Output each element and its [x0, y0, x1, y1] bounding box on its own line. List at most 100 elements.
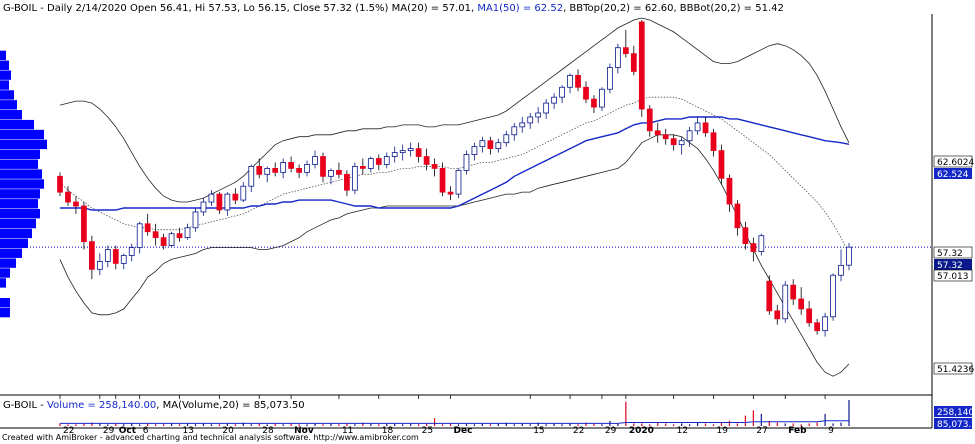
profile-bar-0 — [0, 50, 6, 61]
x-tick-label-1: 29 — [103, 426, 115, 436]
candle-34 — [328, 168, 334, 185]
candle-body — [822, 316, 828, 332]
candle-body — [814, 322, 820, 332]
candle-body — [367, 158, 374, 169]
profile-bar-4 — [0, 90, 14, 100]
profile-bar-25 — [0, 307, 10, 318]
volume-header-prefix: G-BOIL - — [3, 400, 47, 411]
candle-25 — [256, 158, 263, 179]
candle-body — [439, 168, 446, 193]
profile-bar-14 — [0, 189, 40, 199]
candle-body — [73, 201, 79, 207]
candle-42 — [391, 146, 398, 163]
candle-body — [798, 298, 805, 310]
candle-63 — [559, 85, 565, 104]
candle-69 — [607, 63, 613, 94]
volume-bars — [59, 400, 850, 426]
ma50-line — [60, 116, 850, 211]
candle-26 — [264, 166, 271, 183]
candle-13 — [160, 233, 167, 250]
price-header: G-BOIL - Daily 2/14/2020 Open 56.41, Hi … — [3, 3, 784, 14]
candle-12 — [152, 223, 159, 246]
x-tick-label-16: 12 — [677, 426, 688, 436]
candle-96 — [822, 312, 828, 337]
candle-51 — [463, 150, 470, 175]
candle-8 — [120, 253, 127, 270]
candle-33 — [320, 152, 326, 183]
candle-body — [272, 168, 279, 173]
profile-bar-10 — [0, 149, 40, 159]
candle-body — [447, 191, 454, 195]
candle-94 — [806, 300, 813, 327]
candle-87 — [750, 237, 757, 262]
candle-30 — [296, 164, 302, 179]
candle-body — [136, 223, 143, 248]
candle-58 — [519, 116, 526, 133]
candle-body — [104, 249, 111, 262]
candle-body — [160, 237, 167, 246]
candle-body — [192, 211, 199, 229]
profile-bar-19 — [0, 238, 28, 249]
profile-bar-5 — [0, 100, 17, 110]
profile-bar-15 — [0, 199, 38, 209]
profile-bar-7 — [0, 119, 34, 130]
candle-89 — [766, 275, 773, 315]
candle-body — [511, 126, 518, 136]
profile-bar-9 — [0, 139, 47, 150]
candle-body — [742, 227, 749, 244]
candle-62 — [551, 93, 557, 110]
volume-label-box — [934, 406, 972, 417]
x-tick-label-19: Feb — [788, 426, 807, 436]
close-label: 57.32 — [937, 249, 963, 259]
candle-body — [280, 162, 287, 173]
candle-body — [89, 241, 95, 270]
profile-bar-11 — [0, 159, 38, 169]
volume-ma-line — [60, 420, 849, 424]
candle-32 — [312, 150, 318, 169]
x-tick-label-14: 29 — [605, 426, 617, 436]
candle-80 — [694, 116, 701, 135]
candle-body — [65, 191, 71, 203]
candle-95 — [814, 318, 820, 335]
candle-body — [200, 201, 207, 213]
candle-36 — [344, 170, 350, 197]
candle-body — [495, 142, 502, 150]
x-tick-label-10: 25 — [422, 426, 433, 436]
candle-body — [336, 169, 342, 175]
candle-19 — [208, 190, 215, 206]
candle-body — [216, 193, 223, 211]
candle-body — [543, 102, 550, 114]
candle-60 — [535, 107, 542, 123]
candle-38 — [359, 158, 366, 175]
candle-56 — [503, 130, 510, 147]
x-tick-label-12: 15 — [533, 426, 544, 436]
candle-body — [240, 185, 247, 201]
candle-body — [152, 231, 159, 239]
candle-body — [575, 75, 581, 88]
candle-92 — [790, 279, 797, 305]
candle-body — [782, 284, 789, 320]
candle-66 — [583, 81, 589, 104]
volume-profile — [0, 50, 932, 318]
candle-body — [479, 140, 486, 148]
candle-body — [638, 21, 645, 110]
candle-body — [407, 148, 414, 151]
candle-body — [415, 148, 422, 157]
candle-15 — [176, 227, 183, 242]
candle-40 — [375, 154, 382, 171]
candle-71 — [622, 29, 629, 58]
volma-label-box — [934, 418, 972, 429]
candle-body — [431, 164, 438, 169]
candle-body — [846, 246, 852, 266]
candle-body — [81, 205, 87, 243]
profile-bar-1 — [0, 60, 9, 70]
candle-20 — [216, 192, 223, 214]
candle-18 — [200, 198, 207, 216]
candle-83 — [718, 144, 725, 185]
x-tick-label-15: 2020 — [629, 426, 654, 436]
candle-1 — [65, 186, 71, 206]
x-tick-label-8: 11 — [342, 426, 353, 436]
candle-78 — [678, 136, 685, 155]
